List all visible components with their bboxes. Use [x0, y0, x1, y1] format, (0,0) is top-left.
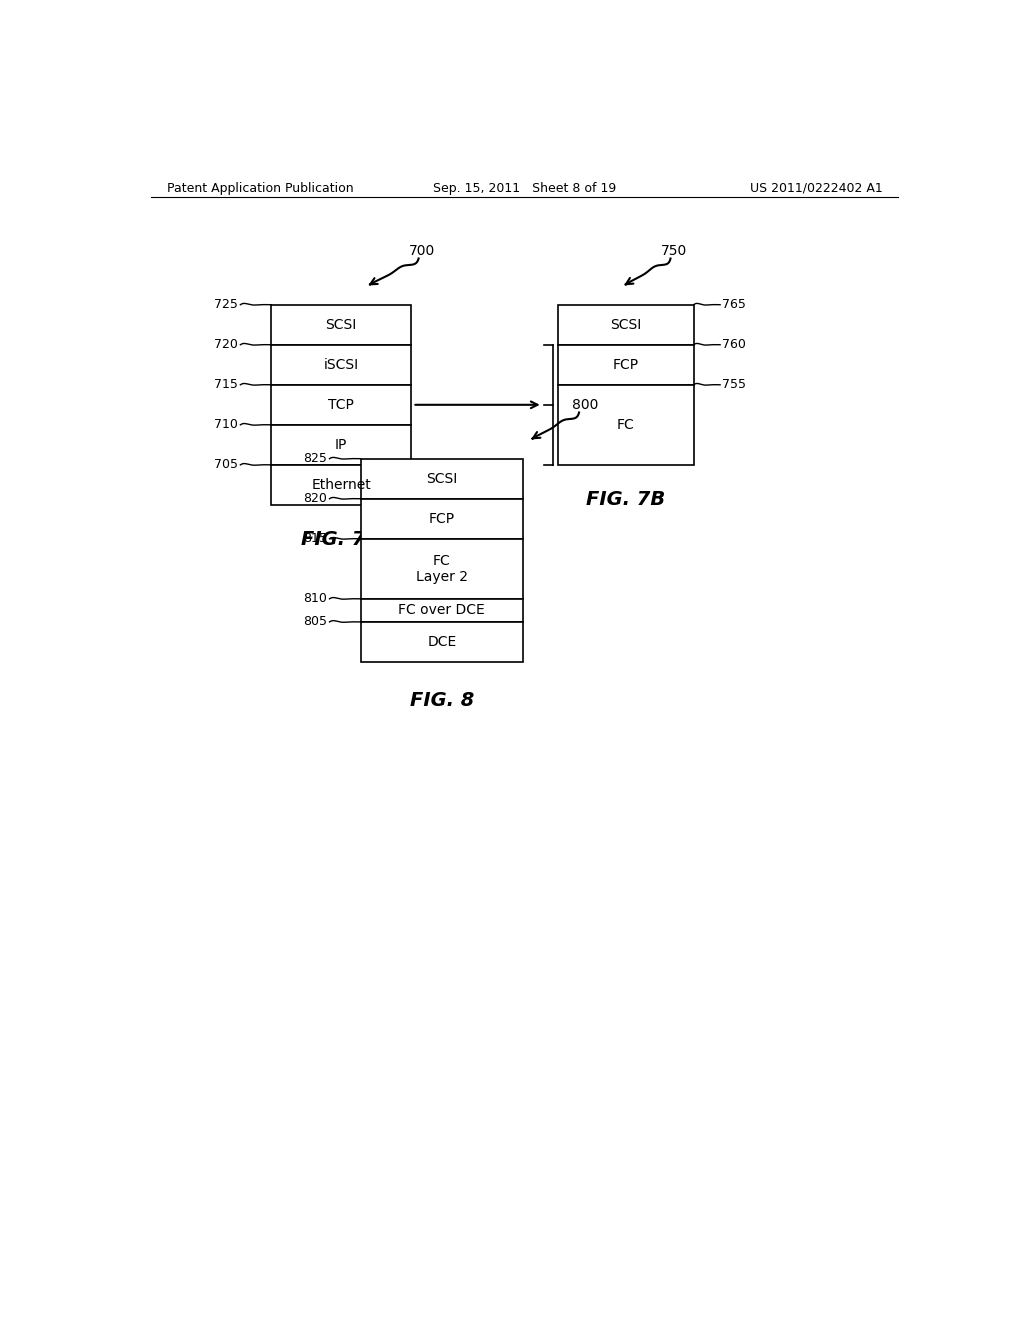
Bar [271, 425, 411, 465]
Text: 705: 705 [214, 458, 238, 471]
Text: 755: 755 [722, 379, 746, 391]
Text: FC
Layer 2: FC Layer 2 [416, 553, 468, 583]
Text: 820: 820 [303, 492, 328, 506]
Text: SCSI: SCSI [426, 471, 458, 486]
Text: Patent Application Publication: Patent Application Publication [167, 182, 353, 194]
Text: Ethernet: Ethernet [311, 478, 371, 492]
Text: 760: 760 [722, 338, 746, 351]
Bar [360, 459, 523, 499]
Text: US 2011/0222402 A1: US 2011/0222402 A1 [751, 182, 883, 194]
Text: FIG. 7B: FIG. 7B [587, 490, 666, 510]
Text: 765: 765 [722, 298, 746, 312]
Bar [558, 385, 693, 465]
Bar [360, 539, 523, 599]
Text: FCP: FCP [613, 358, 639, 372]
Bar [271, 465, 411, 506]
Text: SCSI: SCSI [610, 318, 642, 331]
Text: SCSI: SCSI [326, 318, 356, 331]
Text: 810: 810 [303, 593, 328, 606]
Text: iSCSI: iSCSI [324, 358, 358, 372]
Text: 715: 715 [214, 379, 238, 391]
Text: FIG. 8: FIG. 8 [410, 690, 474, 710]
Bar [271, 385, 411, 425]
Text: 815: 815 [303, 532, 328, 545]
Bar [558, 305, 693, 345]
Text: DCE: DCE [427, 635, 457, 649]
Bar [360, 499, 523, 539]
Text: 805: 805 [303, 615, 328, 628]
Bar [360, 599, 523, 622]
Text: 700: 700 [410, 244, 435, 257]
Bar [558, 345, 693, 385]
Text: 720: 720 [214, 338, 238, 351]
Bar [360, 622, 523, 663]
Text: Sep. 15, 2011   Sheet 8 of 19: Sep. 15, 2011 Sheet 8 of 19 [433, 182, 616, 194]
Text: IP: IP [335, 438, 347, 451]
Text: FIG. 7A: FIG. 7A [301, 531, 381, 549]
Text: FC over DCE: FC over DCE [398, 603, 485, 618]
Text: 725: 725 [214, 298, 238, 312]
Text: TCP: TCP [328, 397, 354, 412]
Text: 710: 710 [214, 418, 238, 432]
Text: 750: 750 [662, 244, 687, 257]
Text: FC: FC [617, 418, 635, 432]
Text: 825: 825 [303, 453, 328, 465]
Bar [271, 305, 411, 345]
Bar [271, 345, 411, 385]
Text: 800: 800 [572, 397, 598, 412]
Text: FCP: FCP [429, 512, 455, 525]
